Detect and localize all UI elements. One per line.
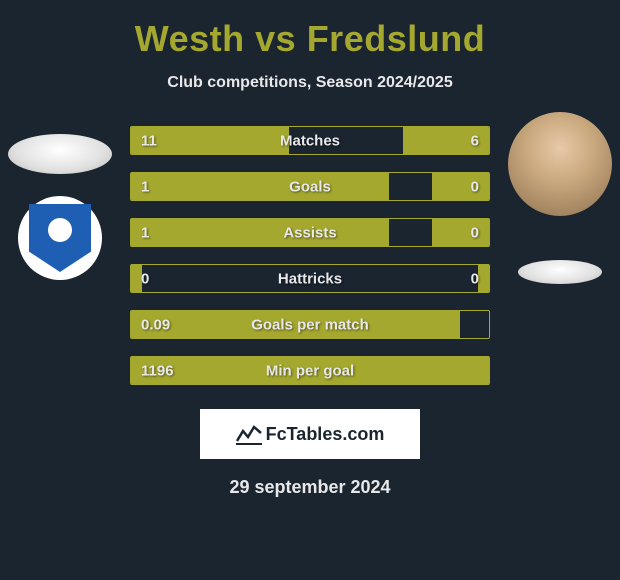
player-right-avatar xyxy=(508,112,612,216)
stat-label: Hattricks xyxy=(278,270,342,287)
player-left-avatar xyxy=(8,134,112,174)
stat-right-value: 0 xyxy=(471,270,479,287)
date-text: 29 september 2024 xyxy=(0,477,620,498)
brand-text: FcTables.com xyxy=(266,424,385,445)
bar-left-fill xyxy=(131,219,389,246)
stat-row: 0 Hattricks 0 xyxy=(130,264,490,293)
club-right-badge xyxy=(518,260,602,284)
brand-logo-icon xyxy=(236,423,262,445)
stat-left-value: 1 xyxy=(141,224,149,241)
stat-left-value: 11 xyxy=(141,132,157,149)
page-title: Westh vs Fredslund xyxy=(0,18,620,60)
stat-label: Min per goal xyxy=(266,362,354,379)
infographic-card: Westh vs Fredslund Club competitions, Se… xyxy=(0,0,620,498)
bar-right-fill xyxy=(478,265,489,292)
stat-label: Assists xyxy=(283,224,336,241)
stat-right-value: 0 xyxy=(471,224,479,241)
stat-row: 1 Goals 0 xyxy=(130,172,490,201)
stat-left-value: 1 xyxy=(141,178,149,195)
stat-right-value: 6 xyxy=(471,132,479,149)
face-placeholder-icon xyxy=(508,112,612,216)
stat-bars: 11 Matches 6 1 Goals 0 1 Assists 0 0 Hattricks 0 0.0… xyxy=(130,126,490,385)
subtitle: Club competitions, Season 2024/2025 xyxy=(0,74,620,92)
stat-row: 1 Assists 0 xyxy=(130,218,490,247)
stat-left-value: 0.09 xyxy=(141,316,170,333)
stat-label: Matches xyxy=(280,132,340,149)
stat-row: 11 Matches 6 xyxy=(130,126,490,155)
bar-right-fill xyxy=(432,219,489,246)
stat-left-value: 1196 xyxy=(141,362,174,379)
stat-left-value: 0 xyxy=(141,270,149,287)
stat-right-value: 0 xyxy=(471,178,479,195)
brand-box[interactable]: FcTables.com xyxy=(200,409,420,459)
club-left-badge xyxy=(18,196,102,280)
stat-label: Goals xyxy=(289,178,331,195)
shield-icon xyxy=(29,204,91,272)
bar-left-fill xyxy=(131,173,389,200)
stat-label: Goals per match xyxy=(251,316,369,333)
stat-row: 1196 Min per goal xyxy=(130,356,490,385)
content-area: 11 Matches 6 1 Goals 0 1 Assists 0 0 Hattricks 0 0.0… xyxy=(0,126,620,498)
bar-right-fill xyxy=(432,173,489,200)
stat-row: 0.09 Goals per match xyxy=(130,310,490,339)
